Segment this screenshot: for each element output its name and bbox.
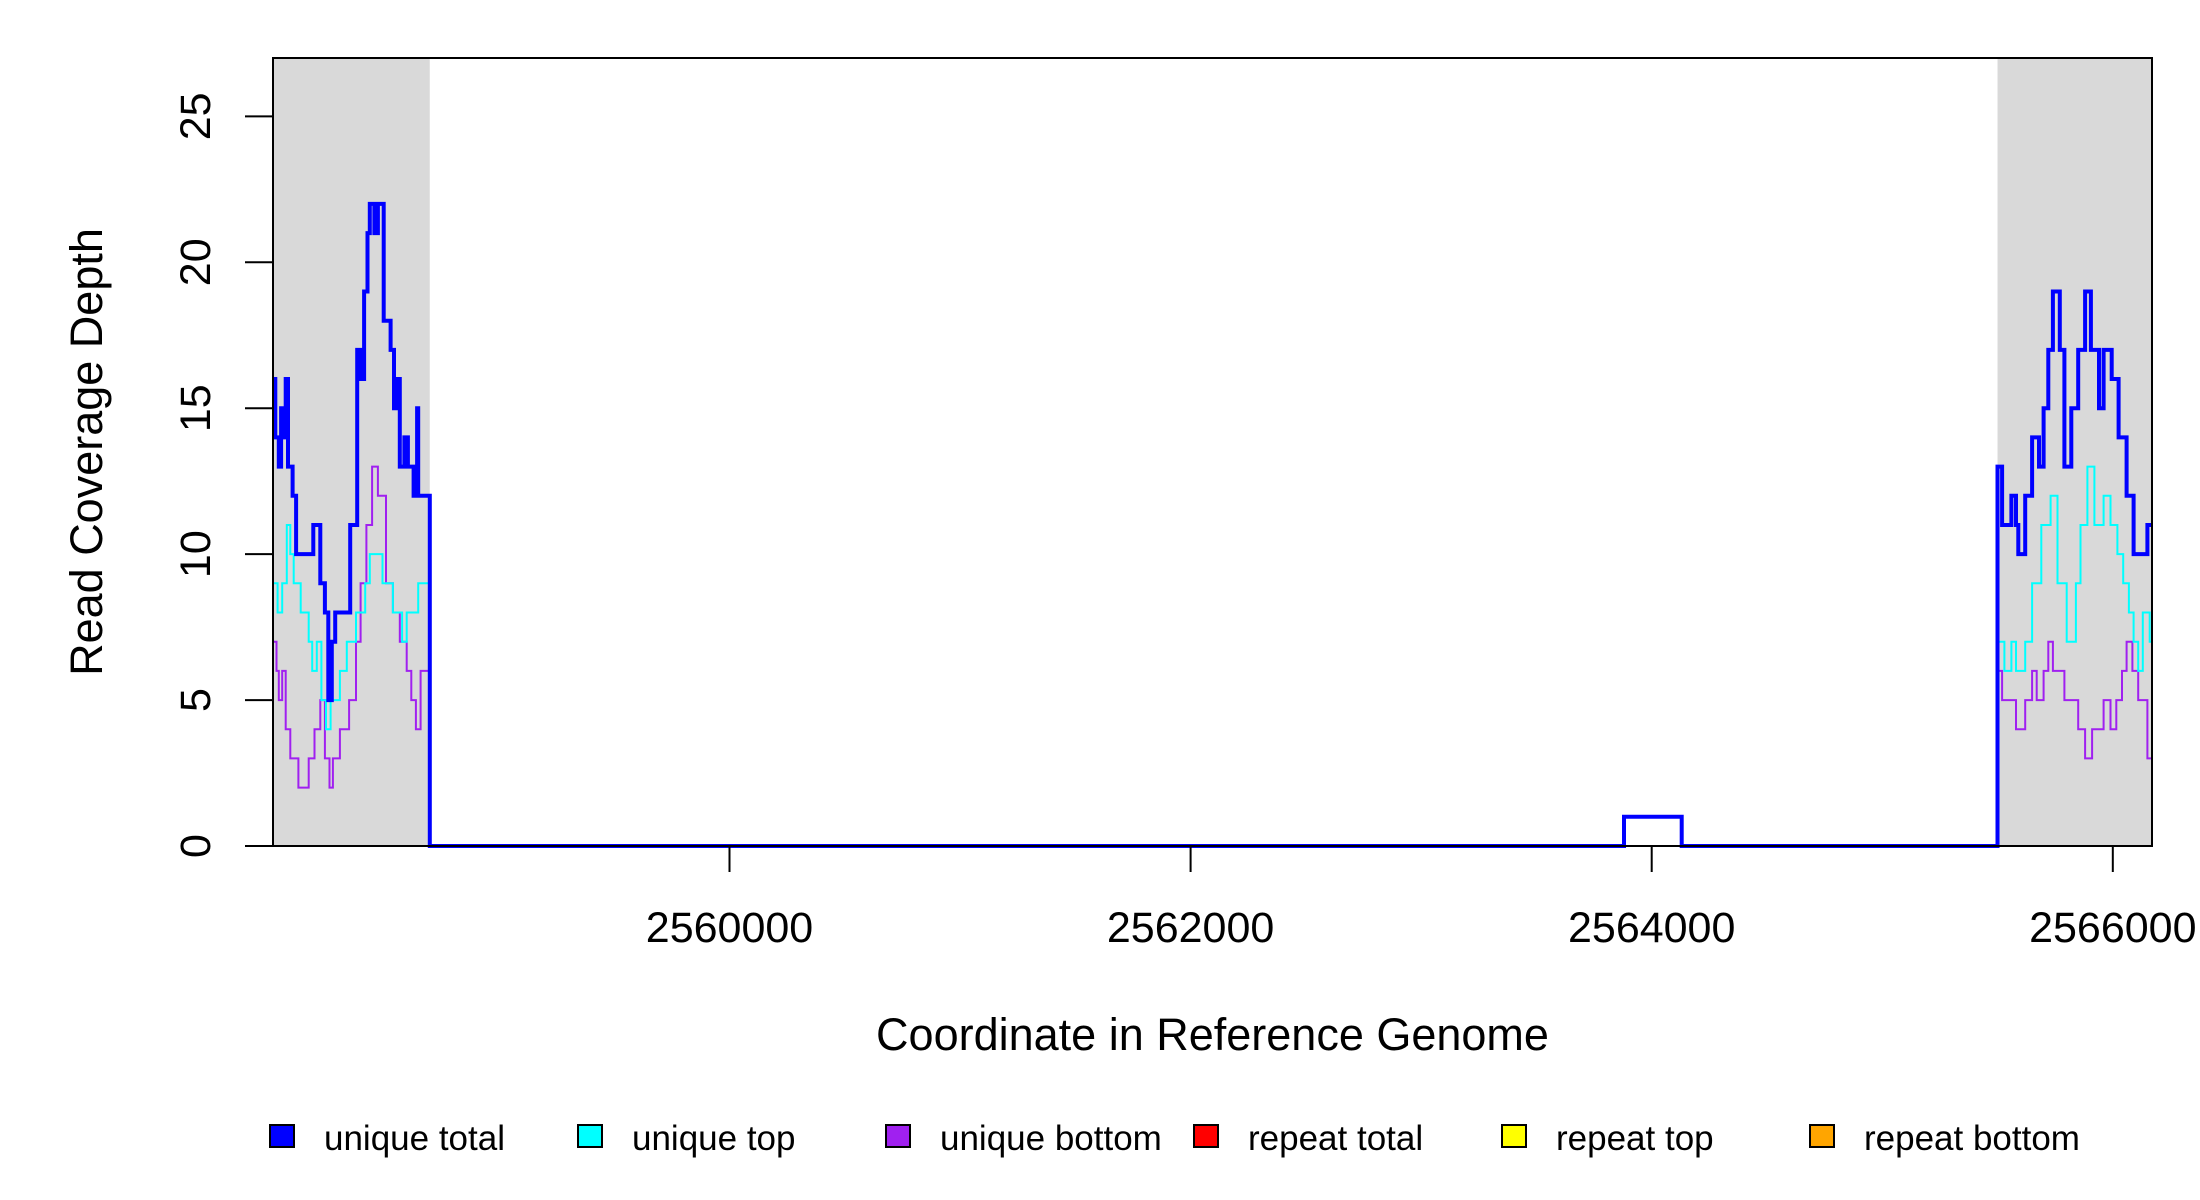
legend-swatch-unique-total [269,1124,295,1148]
shaded-region-2 [1997,58,2152,846]
y-tick-label-5: 5 [172,688,220,712]
legend: unique total unique top unique bottom repea… [269,1119,2080,1158]
x-axis: 2560000 2562000 2564000 2566000 [646,845,2197,952]
legend-swatch-repeat-total [1193,1124,1219,1148]
series-unique-top [273,465,2152,847]
series-layer [273,201,2152,848]
legend-swatch-unique-top [577,1124,603,1148]
legend-label-unique-total: unique total [324,1119,505,1158]
y-tick-label-10: 10 [172,530,220,578]
series-unique-total [273,201,2152,848]
y-tick-label-25: 25 [172,92,220,140]
y-axis: 0 5 10 15 20 25 [172,92,274,858]
legend-label-unique-bottom: unique bottom [940,1119,1162,1158]
x-axis-title: Coordinate in Reference Genome [876,1009,1549,1060]
series-unique-bottom [273,465,2152,847]
legend-swatch-repeat-top [1501,1124,1527,1148]
x-tick-label-2566000: 2566000 [2029,904,2196,952]
legend-swatch-unique-bottom [885,1124,911,1148]
legend-label-repeat-total: repeat total [1248,1119,1423,1158]
legend-label-repeat-bottom: repeat bottom [1864,1119,2080,1158]
legend-swatch-repeat-bottom [1809,1124,1835,1148]
legend-label-unique-top: unique top [632,1119,795,1158]
plot-border [272,57,2153,847]
x-tick-label-2564000: 2564000 [1568,904,1735,952]
y-tick-label-20: 20 [172,238,220,286]
y-tick-label-0: 0 [172,834,220,858]
shaded-regions [273,58,2152,846]
y-axis-title: Read Coverage Depth [61,228,112,676]
y-tick-label-15: 15 [172,384,220,432]
x-tick-label-2560000: 2560000 [646,904,813,952]
x-tick-label-2562000: 2562000 [1107,904,1274,952]
legend-label-repeat-top: repeat top [1556,1119,1714,1158]
